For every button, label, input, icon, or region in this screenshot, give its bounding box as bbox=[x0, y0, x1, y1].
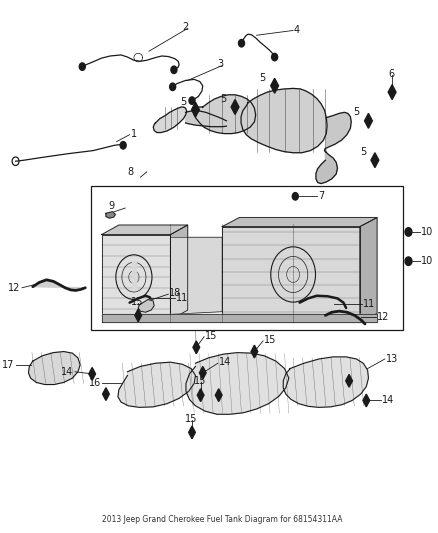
Text: 10: 10 bbox=[420, 227, 433, 237]
Text: 11: 11 bbox=[176, 293, 188, 303]
Polygon shape bbox=[283, 357, 368, 407]
Circle shape bbox=[79, 63, 85, 70]
Polygon shape bbox=[33, 280, 85, 290]
Polygon shape bbox=[186, 353, 289, 414]
Text: 4: 4 bbox=[293, 26, 299, 36]
Text: 15: 15 bbox=[131, 296, 144, 306]
Polygon shape bbox=[222, 217, 377, 227]
Text: 9: 9 bbox=[108, 201, 114, 211]
Circle shape bbox=[292, 192, 298, 200]
Polygon shape bbox=[189, 426, 195, 439]
Polygon shape bbox=[28, 352, 80, 384]
Text: 5: 5 bbox=[220, 94, 226, 104]
Polygon shape bbox=[271, 78, 279, 93]
Text: 5: 5 bbox=[180, 96, 187, 107]
Text: 12: 12 bbox=[377, 312, 389, 322]
Polygon shape bbox=[251, 345, 258, 358]
Circle shape bbox=[171, 66, 177, 74]
Text: 8: 8 bbox=[128, 167, 134, 177]
Text: 12: 12 bbox=[8, 283, 21, 293]
Text: 16: 16 bbox=[89, 378, 102, 389]
Polygon shape bbox=[102, 225, 188, 235]
Polygon shape bbox=[199, 367, 206, 379]
Text: 15: 15 bbox=[264, 335, 276, 345]
Polygon shape bbox=[193, 341, 200, 354]
Polygon shape bbox=[388, 85, 396, 100]
Polygon shape bbox=[102, 314, 377, 322]
Polygon shape bbox=[170, 237, 222, 314]
Polygon shape bbox=[102, 387, 110, 400]
Text: 3: 3 bbox=[218, 59, 224, 69]
Circle shape bbox=[120, 142, 126, 149]
Polygon shape bbox=[102, 235, 170, 320]
Polygon shape bbox=[363, 394, 370, 407]
Polygon shape bbox=[135, 309, 141, 322]
Text: 14: 14 bbox=[382, 395, 395, 406]
Polygon shape bbox=[364, 114, 372, 128]
Polygon shape bbox=[106, 212, 115, 218]
Polygon shape bbox=[193, 95, 256, 134]
Polygon shape bbox=[316, 152, 337, 183]
Text: 13: 13 bbox=[386, 354, 398, 364]
Text: 5: 5 bbox=[259, 73, 265, 83]
Text: 17: 17 bbox=[2, 360, 15, 370]
Circle shape bbox=[170, 83, 176, 91]
Text: 15: 15 bbox=[185, 414, 198, 424]
Polygon shape bbox=[371, 153, 379, 167]
Polygon shape bbox=[231, 100, 239, 115]
Polygon shape bbox=[138, 300, 154, 312]
Circle shape bbox=[405, 228, 412, 236]
Circle shape bbox=[272, 53, 278, 61]
Bar bbox=[91, 185, 403, 330]
Text: 15: 15 bbox=[205, 330, 217, 341]
Polygon shape bbox=[191, 102, 199, 117]
Text: 11: 11 bbox=[363, 298, 375, 309]
Text: 5: 5 bbox=[353, 107, 359, 117]
Polygon shape bbox=[215, 389, 222, 401]
Circle shape bbox=[189, 97, 195, 104]
Circle shape bbox=[405, 257, 412, 265]
Polygon shape bbox=[346, 374, 353, 387]
Polygon shape bbox=[197, 389, 204, 401]
Text: 14: 14 bbox=[219, 357, 231, 367]
Text: 14: 14 bbox=[61, 367, 74, 377]
Polygon shape bbox=[186, 111, 226, 127]
Text: 2013 Jeep Grand Cherokee Fuel Tank Diagram for 68154311AA: 2013 Jeep Grand Cherokee Fuel Tank Diagr… bbox=[102, 514, 343, 523]
Text: 7: 7 bbox=[318, 191, 325, 201]
Text: 15: 15 bbox=[194, 376, 206, 386]
Text: 2: 2 bbox=[183, 22, 189, 32]
Polygon shape bbox=[222, 227, 360, 322]
Text: 10: 10 bbox=[420, 256, 433, 266]
Circle shape bbox=[238, 39, 244, 47]
Text: 6: 6 bbox=[388, 69, 394, 78]
Polygon shape bbox=[89, 368, 95, 380]
Text: 5: 5 bbox=[360, 147, 366, 157]
Polygon shape bbox=[325, 112, 351, 152]
Polygon shape bbox=[153, 107, 187, 133]
Polygon shape bbox=[132, 261, 136, 290]
Polygon shape bbox=[360, 217, 377, 322]
Text: 1: 1 bbox=[131, 129, 137, 139]
Text: 18: 18 bbox=[169, 288, 181, 298]
Polygon shape bbox=[170, 225, 188, 320]
Polygon shape bbox=[118, 362, 195, 407]
Polygon shape bbox=[241, 88, 327, 153]
